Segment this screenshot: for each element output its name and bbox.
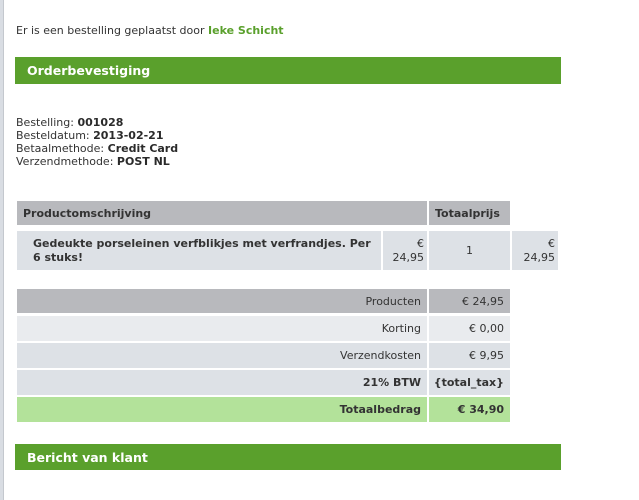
detail-shipping-method: Verzendmethode: POST NL bbox=[16, 155, 170, 168]
intro-label: Er is een bestelling geplaatst door bbox=[16, 24, 205, 37]
header-description: Productomschrijving bbox=[17, 201, 427, 225]
row-spacer bbox=[17, 231, 29, 270]
product-quantity: 1 bbox=[429, 231, 510, 270]
customer-name: Ieke Schicht bbox=[208, 24, 284, 37]
detail-order-number: Bestelling: 001028 bbox=[16, 116, 124, 129]
summary-label-products: Producten bbox=[17, 289, 427, 313]
detail-payment-method: Betaalmethode: Credit Card bbox=[16, 142, 179, 155]
header-total: Totaalprijs bbox=[429, 201, 510, 225]
summary-label-shipping: Verzendkosten bbox=[17, 343, 427, 368]
summary-value-discount: € 0,00 bbox=[429, 316, 510, 341]
summary-label-tax: 21% BTW bbox=[17, 370, 427, 395]
summary-value-shipping: € 9,95 bbox=[429, 343, 510, 368]
product-price: € 24,95 bbox=[383, 231, 427, 270]
summary-value-total: € 34,90 bbox=[429, 397, 510, 422]
summary-value-products: € 24,95 bbox=[429, 289, 510, 313]
product-description: Gedeukte porseleinen verfblikjes met ver… bbox=[27, 231, 381, 270]
left-border bbox=[0, 0, 4, 500]
detail-order-date: Besteldatum: 2013-02-21 bbox=[16, 129, 164, 142]
summary-label-total: Totaalbedrag bbox=[17, 397, 427, 422]
intro-text: Er is een bestelling geplaatst door Ieke… bbox=[16, 24, 284, 37]
order-details: Bestelling: 001028 Besteldatum: 2013-02-… bbox=[16, 116, 178, 168]
summary-value-tax: {total_tax} bbox=[429, 370, 510, 395]
product-total: € 24,95 bbox=[512, 231, 558, 270]
summary-label-discount: Korting bbox=[17, 316, 427, 341]
order-header: Orderbevestiging bbox=[15, 57, 561, 84]
message-header: Bericht van klant bbox=[15, 444, 561, 470]
